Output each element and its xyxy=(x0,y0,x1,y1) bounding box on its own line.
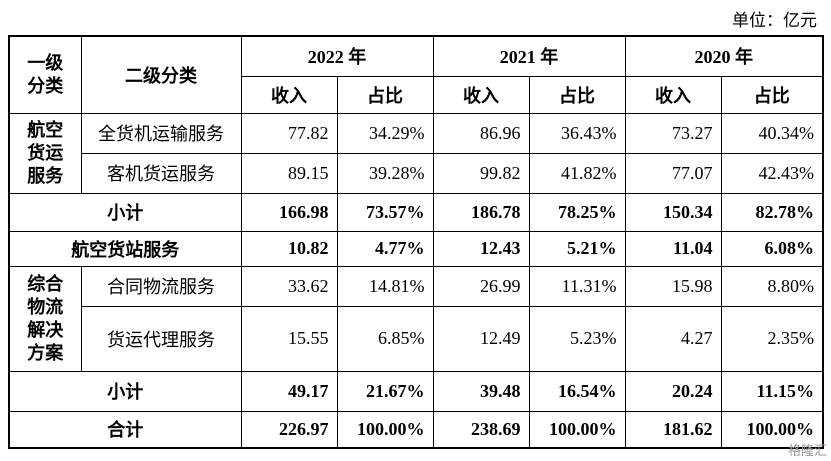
value-cell: 86.96 xyxy=(432,112,530,154)
header-cell: 二级分类 xyxy=(80,35,242,114)
value-cell: 100.00% xyxy=(336,410,434,449)
sub-header: 占比 xyxy=(336,75,434,114)
table-row: 小计 166.98 73.57% 186.78 78.25% 150.34 82.78% xyxy=(8,192,824,232)
value-cell: 36.43% xyxy=(528,112,626,154)
group-cell: 航空货运服务 xyxy=(8,112,82,194)
watermark: 格隆汇 xyxy=(787,444,827,459)
value-cell: 26.99 xyxy=(432,265,530,307)
value-cell: 77.82 xyxy=(240,112,338,154)
value-cell: 20.24 xyxy=(624,370,722,412)
subtotal-name: 小计 xyxy=(8,192,242,232)
value-cell: 10.82 xyxy=(240,230,338,267)
sub-header: 收入 xyxy=(240,75,338,114)
value-cell: 82.78% xyxy=(720,192,824,232)
value-cell: 2.35% xyxy=(720,305,824,372)
value-cell: 6.85% xyxy=(336,305,434,372)
value-cell: 12.49 xyxy=(432,305,530,372)
sub-header: 占比 xyxy=(720,75,824,114)
value-cell: 34.29% xyxy=(336,112,434,154)
header-cell: 一级分类 xyxy=(8,35,82,114)
value-cell: 14.81% xyxy=(336,265,434,307)
value-cell: 5.21% xyxy=(528,230,626,267)
total-name: 合计 xyxy=(8,410,242,449)
value-cell: 226.97 xyxy=(240,410,338,449)
table-row: 小计 49.17 21.67% 39.48 16.54% 20.24 11.15% xyxy=(8,370,824,412)
value-cell: 39.48 xyxy=(432,370,530,412)
value-cell: 100.00% xyxy=(528,410,626,449)
value-cell: 78.25% xyxy=(528,192,626,232)
revenue-table: 一级分类 二级分类 2022 年 2021 年 2020 年收入 占比 收入 占比 收入 占比 航空… xyxy=(8,35,824,449)
value-cell: 16.54% xyxy=(528,370,626,412)
value-cell: 89.15 xyxy=(240,152,338,194)
group-label: 航空货运服务 xyxy=(27,119,64,186)
value-cell: 77.07 xyxy=(624,152,722,194)
year-header: 2021 年 xyxy=(432,35,626,77)
value-cell: 49.17 xyxy=(240,370,338,412)
value-cell: 238.69 xyxy=(432,410,530,449)
value-cell: 4.77% xyxy=(336,230,434,267)
value-cell: 41.82% xyxy=(528,152,626,194)
value-cell: 166.98 xyxy=(240,192,338,232)
value-cell: 4.27 xyxy=(624,305,722,372)
value-cell: 33.62 xyxy=(240,265,338,307)
value-cell: 42.43% xyxy=(720,152,824,194)
value-cell: 5.23% xyxy=(528,305,626,372)
item-name: 货运代理服务 xyxy=(80,305,242,372)
value-cell: 12.43 xyxy=(432,230,530,267)
subtotal-name: 小计 xyxy=(8,370,242,412)
table-row: 一级分类 二级分类 2022 年 2021 年 2020 年 xyxy=(8,35,824,114)
item-name: 合同物流服务 xyxy=(80,265,242,307)
value-cell: 21.67% xyxy=(336,370,434,412)
unit-label: 单位：亿元 xyxy=(732,11,817,30)
value-cell: 181.62 xyxy=(624,410,722,449)
table-row: 航空货运服务 全货机运输服务 77.82 34.29% 86.96 36.43% 73.27… xyxy=(8,112,824,194)
table-row: 收入 占比 收入 占比 收入 占比 xyxy=(9,75,824,114)
year-header: 2020 年 xyxy=(624,35,824,77)
value-cell: 73.27 xyxy=(624,112,722,154)
value-cell: 11.04 xyxy=(624,230,722,267)
group-label: 综合物流解决方案 xyxy=(27,273,64,363)
group-cell: 综合物流解决方案 xyxy=(8,265,82,372)
table-row: 合计 226.97 100.00% 238.69 100.00% 181.62 100.00… xyxy=(8,410,824,449)
sub-header: 收入 xyxy=(432,75,530,114)
item-name: 客机货运服务 xyxy=(80,152,242,194)
value-cell: 186.78 xyxy=(432,192,530,232)
value-cell: 39.28% xyxy=(336,152,434,194)
value-cell: 8.80% xyxy=(720,265,824,307)
value-cell: 99.82 xyxy=(432,152,530,194)
group-label: 一级分类 xyxy=(27,52,64,96)
value-cell: 150.34 xyxy=(624,192,722,232)
table-row: 客机货运服务 89.15 39.28% 99.82 41.82% 77.07 42.43% xyxy=(9,152,824,194)
value-cell: 73.57% xyxy=(336,192,434,232)
value-cell: 15.55 xyxy=(240,305,338,372)
item-name: 全货机运输服务 xyxy=(80,112,242,154)
value-cell: 11.15% xyxy=(720,370,824,412)
value-cell: 15.98 xyxy=(624,265,722,307)
value-cell: 6.08% xyxy=(720,230,824,267)
table-row: 综合物流解决方案 合同物流服务 33.62 14.81% 26.99 11.31% 15.9… xyxy=(8,265,824,372)
year-header: 2022 年 xyxy=(240,35,434,77)
group-name: 航空货站服务 xyxy=(8,230,242,267)
sub-header: 占比 xyxy=(528,75,626,114)
sub-header: 收入 xyxy=(624,75,722,114)
value-cell: 40.34% xyxy=(720,112,824,154)
value-cell: 11.31% xyxy=(528,265,626,307)
table-row: 货运代理服务 15.55 6.85% 12.49 5.23% 4.27 2.35% xyxy=(9,305,824,372)
table-row: 航空货站服务 10.82 4.77% 12.43 5.21% 11.04 6.08% xyxy=(8,230,824,267)
value-cell: 100.00% xyxy=(720,410,824,449)
